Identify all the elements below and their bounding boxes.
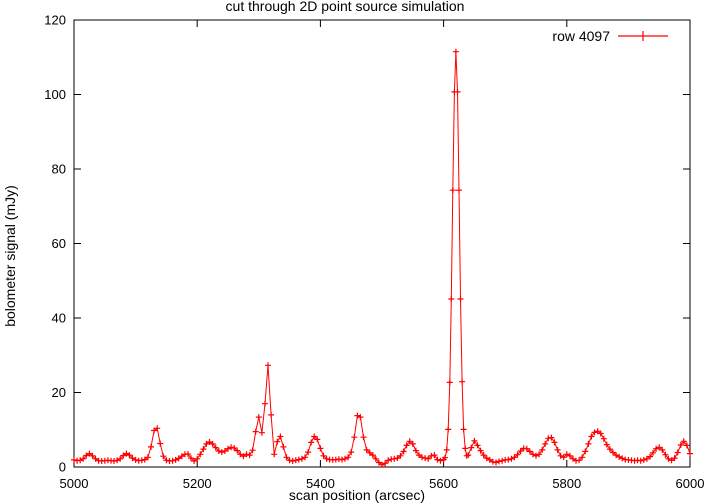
series-line [73,51,691,466]
x-tick-label: 5600 [429,476,458,491]
x-tick-label: 5800 [552,476,581,491]
legend-sample-line [618,31,668,41]
x-tick-label: 5400 [306,476,335,491]
y-tick-label: 80 [52,162,66,177]
chart-title: cut through 2D point source simulation [225,0,465,14]
y-tick-label: 0 [59,460,66,475]
y-tick-label: 120 [44,13,66,28]
x-tick-label: 5200 [183,476,212,491]
y-tick-label: 60 [52,236,66,251]
x-axis-label: scan position (arcsec) [288,487,426,503]
y-tick-label: 100 [44,87,66,102]
x-tick-label: 5000 [60,476,89,491]
y-tick-label: 20 [52,385,66,400]
y-tick-label: 40 [52,311,66,326]
plot-border [73,19,691,468]
y-axis-label: bolometer signal (mJy) [2,185,18,327]
series-markers [71,48,693,468]
x-tick-label: 6000 [676,476,705,491]
axis-ticks [73,19,691,468]
legend-entry-label: row 4097 [552,28,610,44]
